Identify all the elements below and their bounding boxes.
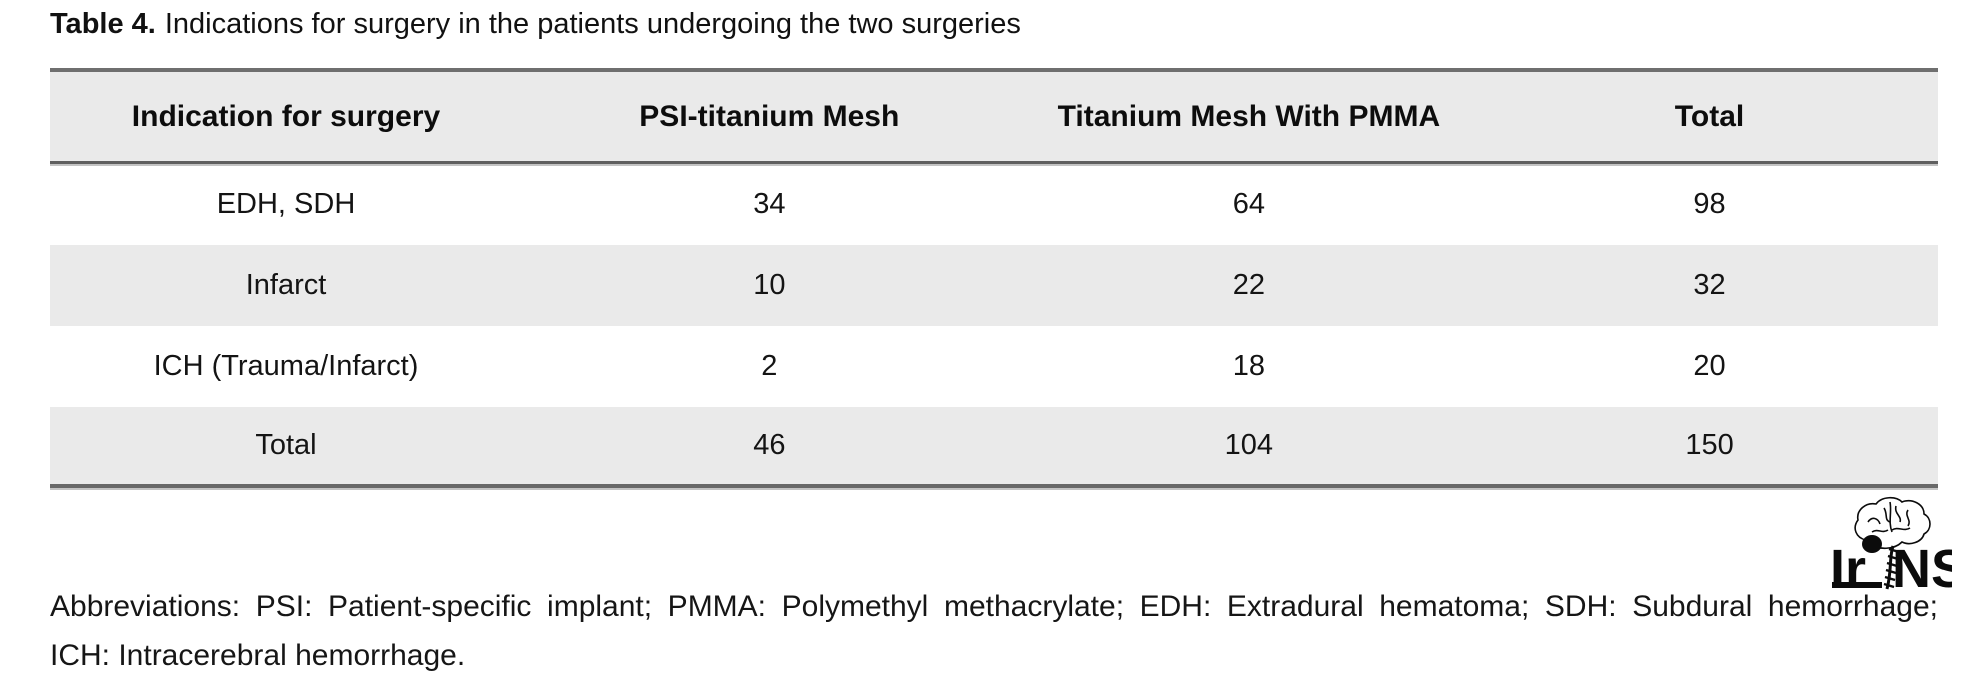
table-header-row: Indication for surgery PSI-titanium Mesh… bbox=[50, 72, 1938, 164]
pmma-count-cell: 64 bbox=[1232, 188, 1265, 220]
logo-text-ns: NS bbox=[1892, 539, 1952, 592]
total-count-cell: 98 bbox=[1693, 188, 1726, 220]
psi-count-cell: 2 bbox=[761, 350, 778, 382]
table-row-infarct: Infarct 10 22 32 bbox=[50, 245, 1938, 326]
pmma-count-cell: 22 bbox=[1232, 269, 1265, 301]
indication-cell: Infarct bbox=[245, 269, 327, 301]
brain-icon bbox=[1854, 496, 1931, 553]
footnote-line-2: ICH: Intracerebral hemorrhage. bbox=[50, 639, 466, 672]
footnote-line-1: Abbreviations: PSI: Patient-specific imp… bbox=[50, 590, 1938, 623]
psi-count-cell: 46 bbox=[753, 429, 786, 461]
table-caption: Table 4. Indications for surgery in the p… bbox=[50, 6, 1938, 42]
abbreviations-footnote: Abbreviations: PSI: Patient-specific imp… bbox=[50, 588, 1938, 675]
indication-cell: Total bbox=[255, 429, 317, 461]
indication-cell: EDH, SDH bbox=[216, 188, 356, 220]
column-header-mesh-pmma: Titanium Mesh With PMMA bbox=[1057, 99, 1441, 133]
spine-icon bbox=[1883, 545, 1900, 590]
column-header-psi-mesh: PSI-titanium Mesh bbox=[639, 99, 900, 133]
surgery-indications-table: Indication for surgery PSI-titanium Mesh… bbox=[50, 68, 1938, 488]
column-header-indication: Indication for surgery bbox=[131, 99, 441, 133]
total-count-cell: 150 bbox=[1685, 429, 1734, 461]
table-caption-text: Indications for surgery in the patients … bbox=[164, 8, 1021, 40]
pmma-count-cell: 18 bbox=[1232, 350, 1265, 382]
psi-count-cell: 34 bbox=[753, 188, 786, 220]
table-caption-label: Table 4. bbox=[50, 8, 156, 40]
table-row-edh-sdh: EDH, SDH 34 64 98 bbox=[50, 164, 1938, 245]
indication-cell: ICH (Trauma/Infarct) bbox=[153, 350, 419, 382]
column-header-total: Total bbox=[1674, 99, 1745, 133]
table-row-total: Total 46 104 150 bbox=[50, 407, 1938, 488]
table-row-ich: ICH (Trauma/Infarct) 2 18 20 bbox=[50, 326, 1938, 407]
journal-logo: Ir NS bbox=[1832, 496, 1952, 592]
total-count-cell: 32 bbox=[1693, 269, 1726, 301]
logo-baseline-bar bbox=[1832, 582, 1882, 588]
irjns-logo-icon: Ir NS bbox=[1832, 496, 1952, 592]
pmma-count-cell: 104 bbox=[1224, 429, 1274, 461]
psi-count-cell: 10 bbox=[753, 269, 786, 301]
total-count-cell: 20 bbox=[1693, 350, 1726, 382]
